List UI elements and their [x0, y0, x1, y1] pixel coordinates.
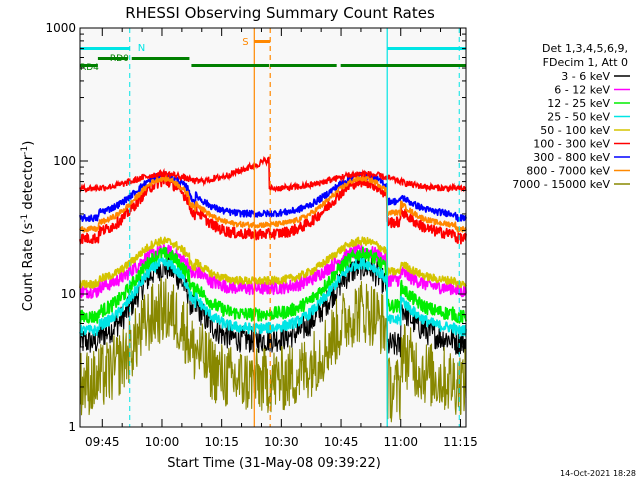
- saa-bar: [254, 40, 271, 43]
- x-tick-label-0: 09:45: [85, 435, 120, 449]
- x-tick-label-5: 11:00: [383, 435, 418, 449]
- series-line-8: [79, 277, 467, 423]
- x-tick-label-1: 10:00: [145, 435, 180, 449]
- y-axis-label: Count Rate (s-1 detector-1): [20, 141, 36, 312]
- plot-frame: [79, 27, 467, 428]
- saa-label: S: [242, 37, 248, 48]
- legend-header-line-2: FDecim 1, Att 0: [543, 56, 628, 69]
- decim-bar-2: [269, 64, 337, 67]
- series-line-5: [79, 176, 467, 245]
- series-line-1: [79, 244, 467, 299]
- night-label: N: [138, 43, 145, 54]
- chart-title: RHESSI Observing Summary Count Rates: [125, 4, 435, 22]
- legend-label-1: 6 - 12 keV: [554, 84, 610, 97]
- plot-area: N S RD0 RD4 1 10 100 1000 09:45 10:00 10:15 10:30 10…: [45, 21, 477, 449]
- legend-label-7: 800 - 7000 keV: [526, 165, 610, 178]
- legend-header-line-1: Det 1,3,4,5,6,9,: [542, 42, 628, 55]
- x-axis-label: Start Time (31-May-08 09:39:22): [167, 456, 381, 471]
- series-line-red-upper: [79, 155, 467, 194]
- night-bar-2: [387, 47, 466, 50]
- legend-label-6: 300 - 800 keV: [533, 151, 610, 164]
- night-bar-1: [80, 47, 130, 50]
- legend-label-2: 12 - 25 keV: [547, 97, 610, 110]
- rd4-label: RD4: [80, 63, 99, 73]
- decim-bar-3: [340, 64, 466, 67]
- footer-date: 14-Oct-2021 18:28: [560, 469, 636, 478]
- series-line-2: [79, 246, 467, 325]
- legend-label-8: 7000 - 15000 keV: [512, 178, 610, 191]
- y-tick-label-3: 1000: [45, 21, 76, 35]
- y-tick-label-0: 1: [68, 420, 76, 434]
- series-line-4: [79, 236, 467, 289]
- rd0-bar: [97, 57, 128, 60]
- y-tick-label-2: 100: [53, 154, 76, 168]
- series-line-3: [79, 257, 467, 337]
- decim-bar-0: [80, 64, 98, 67]
- series-line-6: [79, 171, 467, 223]
- legend-label-5: 100 - 300 keV: [533, 138, 610, 151]
- legend-label-4: 50 - 100 keV: [540, 124, 610, 137]
- series-line-7: [79, 174, 467, 233]
- rd0-label: RD0: [110, 54, 129, 64]
- x-tick-label-4: 10:45: [324, 435, 359, 449]
- legend-label-3: 25 - 50 keV: [547, 111, 610, 124]
- x-tick-label-3: 10:30: [264, 435, 299, 449]
- legend-label-0: 3 - 6 keV: [561, 70, 610, 83]
- x-tick-label-2: 10:15: [204, 435, 239, 449]
- rd4-bar: [131, 57, 190, 60]
- y-tick-label-1: 10: [61, 287, 76, 301]
- decim-bar-1: [191, 64, 270, 67]
- x-tick-label-6: 11:15: [443, 435, 478, 449]
- legend: Det 1,3,4,5,6,9, FDecim 1, Att 0 3 - 6 k…: [512, 42, 630, 191]
